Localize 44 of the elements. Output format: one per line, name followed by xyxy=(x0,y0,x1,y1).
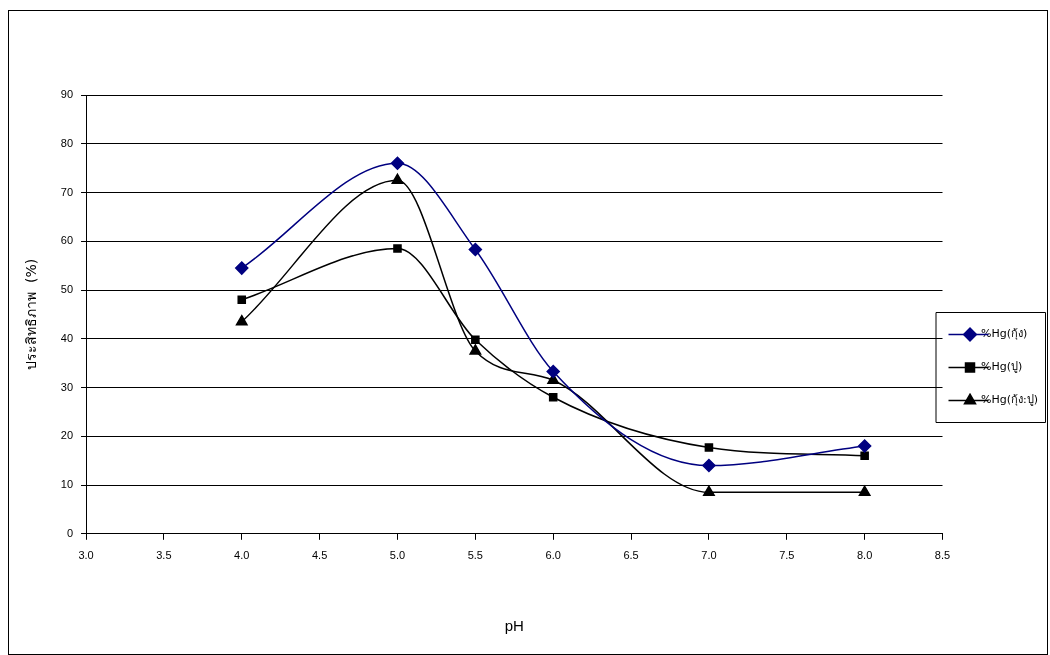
y-tick-label: 50 xyxy=(60,283,74,296)
legend-label: %Hg(กุ้ง:ปู) xyxy=(981,393,1038,407)
y-tick-label: 20 xyxy=(60,429,74,442)
point xyxy=(237,295,247,305)
point xyxy=(471,335,480,345)
point xyxy=(468,242,483,257)
point xyxy=(546,364,560,379)
y-axis-title: ประสิทธิภาพ (%) xyxy=(23,258,40,370)
y-tick-label: 40 xyxy=(60,331,74,344)
point xyxy=(704,443,714,452)
legend-label: %Hg(กุ้ง) xyxy=(981,327,1028,341)
point xyxy=(702,485,715,497)
x-tick-label: 6.5 xyxy=(623,549,639,562)
point xyxy=(548,393,558,402)
x-tick-label: 7.0 xyxy=(701,549,717,562)
y-tick-label: 90 xyxy=(60,88,74,101)
y-tick-label: 60 xyxy=(60,234,74,247)
x-tick-label: 7.5 xyxy=(779,549,795,562)
x-tick-label: 3.5 xyxy=(156,549,172,562)
point xyxy=(860,451,869,461)
x-tick-label: 8.5 xyxy=(934,549,951,562)
x-tick-label: 5.0 xyxy=(389,549,406,562)
y-tick-label: 10 xyxy=(60,478,74,491)
point xyxy=(390,156,405,171)
x-tick-label: 4.0 xyxy=(234,549,250,562)
point xyxy=(469,344,482,355)
point xyxy=(857,439,872,453)
x-tick-label: 4.5 xyxy=(311,549,328,562)
point xyxy=(235,261,249,275)
point xyxy=(858,485,871,497)
point xyxy=(393,244,402,253)
x-tick-label: 8.0 xyxy=(857,549,873,562)
x-axis-title: pH xyxy=(504,617,524,635)
x-tick-label: 5.5 xyxy=(467,549,483,562)
legend-label: %Hg(ปู) xyxy=(981,360,1023,374)
y-tick-label: 80 xyxy=(60,136,74,149)
y-tick-label: 0 xyxy=(66,526,74,539)
y-tick-label: 30 xyxy=(60,380,74,393)
y-tick-label: 70 xyxy=(60,185,74,198)
x-tick-label: 3.0 xyxy=(78,549,94,562)
point xyxy=(235,314,248,326)
point xyxy=(391,173,404,185)
point xyxy=(702,458,716,473)
x-tick-label: 6.0 xyxy=(545,549,561,562)
